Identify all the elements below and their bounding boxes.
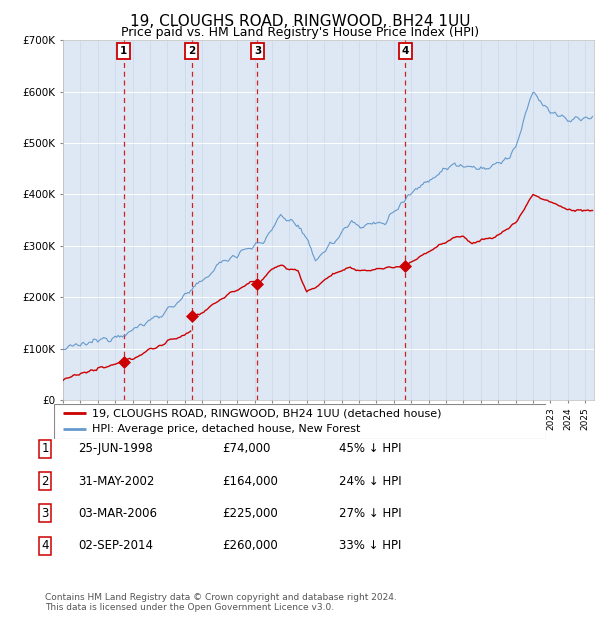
Text: 24% ↓ HPI: 24% ↓ HPI — [339, 475, 401, 487]
Text: 03-MAR-2006: 03-MAR-2006 — [78, 507, 157, 520]
Text: £260,000: £260,000 — [222, 539, 278, 552]
Text: 27% ↓ HPI: 27% ↓ HPI — [339, 507, 401, 520]
Text: Price paid vs. HM Land Registry's House Price Index (HPI): Price paid vs. HM Land Registry's House … — [121, 26, 479, 39]
Text: Contains HM Land Registry data © Crown copyright and database right 2024.
This d: Contains HM Land Registry data © Crown c… — [45, 593, 397, 612]
Text: HPI: Average price, detached house, New Forest: HPI: Average price, detached house, New … — [92, 425, 361, 435]
Text: 1: 1 — [41, 443, 49, 455]
Text: £74,000: £74,000 — [222, 443, 271, 455]
Text: 02-SEP-2014: 02-SEP-2014 — [78, 539, 153, 552]
Text: 4: 4 — [41, 539, 49, 552]
Text: 19, CLOUGHS ROAD, RINGWOOD, BH24 1UU (detached house): 19, CLOUGHS ROAD, RINGWOOD, BH24 1UU (de… — [92, 408, 442, 418]
Text: 1: 1 — [121, 46, 128, 56]
Text: 45% ↓ HPI: 45% ↓ HPI — [339, 443, 401, 455]
Text: 33% ↓ HPI: 33% ↓ HPI — [339, 539, 401, 552]
Text: £225,000: £225,000 — [222, 507, 278, 520]
Text: 2: 2 — [41, 475, 49, 487]
Text: 31-MAY-2002: 31-MAY-2002 — [78, 475, 154, 487]
Text: £164,000: £164,000 — [222, 475, 278, 487]
Text: 3: 3 — [254, 46, 261, 56]
Text: 25-JUN-1998: 25-JUN-1998 — [78, 443, 153, 455]
Text: 4: 4 — [402, 46, 409, 56]
Text: 3: 3 — [41, 507, 49, 520]
Text: 19, CLOUGHS ROAD, RINGWOOD, BH24 1UU: 19, CLOUGHS ROAD, RINGWOOD, BH24 1UU — [130, 14, 470, 29]
Text: 2: 2 — [188, 46, 196, 56]
